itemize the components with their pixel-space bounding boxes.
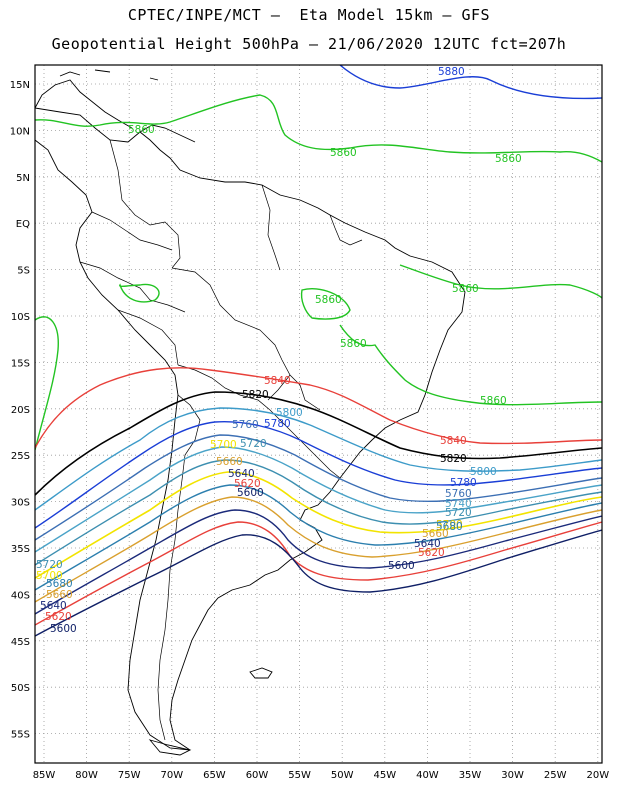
contour-5780 <box>35 420 602 529</box>
lat-tick-label: 35S <box>11 544 30 555</box>
label-5860-b: 5860 <box>330 147 357 159</box>
lon-tick-label: 45W <box>373 770 396 781</box>
label-5860-d: 5860 <box>315 294 342 306</box>
lat-tick-label: 5N <box>16 173 30 184</box>
contour-5860 <box>35 94 602 451</box>
lat-tick-label: 10N <box>10 126 30 137</box>
lon-tick-label: 40W <box>416 770 439 781</box>
lon-tick-label: 60W <box>246 770 269 781</box>
label-5700-b: 5700 <box>36 570 63 582</box>
label-5720-c: 5720 <box>36 559 63 571</box>
contour-5640 <box>35 509 602 615</box>
contour-5820 <box>35 391 602 496</box>
label-5860-e: 5860 <box>452 283 479 295</box>
label-5620-a: 5620 <box>234 478 261 490</box>
label-5840-b: 5840 <box>440 435 467 447</box>
contour-labels: 5880 5860 5860 5860 5860 5860 5860 5860 … <box>36 66 522 635</box>
lat-tick-label: 25S <box>11 451 30 462</box>
label-5760-a: 5760 <box>232 419 259 431</box>
lat-tick-label: 30S <box>11 498 30 509</box>
lon-tick-label: 75W <box>118 770 141 781</box>
lon-tick-label: 85W <box>33 770 56 781</box>
lon-tick-label: 35W <box>459 770 482 781</box>
label-5640-c: 5640 <box>414 538 441 550</box>
label-5860-c: 5860 <box>495 153 522 165</box>
contour-5840 <box>35 367 602 449</box>
contour-5660 <box>35 496 602 603</box>
label-5720-a: 5720 <box>240 438 267 450</box>
lat-tick-label: 10S <box>11 312 30 323</box>
label-5660-a: 5660 <box>216 456 243 468</box>
label-5760-b: 5760 <box>445 488 472 500</box>
lat-tick-label: 15S <box>11 358 30 369</box>
lon-tick-label: 55W <box>288 770 311 781</box>
latitude-axis: 15N 10N 5N EQ 5S 10S 15S 20S 25S 30S 35S 40S 45S 50S 5… <box>10 80 30 741</box>
label-5600-b: 5600 <box>50 623 77 635</box>
label-5820-a: 5820 <box>242 389 269 401</box>
title-line-2: Geopotential Height 500hPa – 21/06/2020 … <box>51 35 567 53</box>
lat-tick-label: 15N <box>10 80 30 91</box>
country-borders <box>79 139 363 741</box>
label-5700-c: 5700 <box>436 519 463 531</box>
lat-tick-label: 55S <box>11 730 30 741</box>
title-line-1: CPTEC/INPE/MCT – Eta Model 15km – GFS <box>127 6 491 24</box>
contour-5720 <box>35 459 602 566</box>
lat-tick-label: 20S <box>11 405 30 416</box>
map-frame <box>34 64 603 764</box>
lon-tick-label: 70W <box>160 770 183 781</box>
contour-5680 <box>35 484 602 591</box>
label-5600-c: 5600 <box>388 560 415 572</box>
label-5700-a: 5700 <box>210 439 237 451</box>
label-5640-a: 5640 <box>228 468 255 480</box>
lat-tick-label: 45S <box>11 637 30 648</box>
contour-5740 <box>35 446 602 553</box>
label-5860-a: 5860 <box>128 124 155 136</box>
label-5740: 5740 <box>445 498 472 510</box>
label-5660-b: 5660 <box>46 589 73 601</box>
lon-tick-label: 25W <box>544 770 567 781</box>
label-5680-a: 5680 <box>46 578 73 590</box>
coastline <box>35 69 466 756</box>
map-grid <box>35 65 602 763</box>
label-5600-a: 5600 <box>237 487 264 499</box>
label-5660-c: 5660 <box>422 528 449 540</box>
contour-5800 <box>35 407 602 511</box>
contour-5700 <box>35 471 602 579</box>
lon-tick-label: 20W <box>586 770 609 781</box>
label-5780-b: 5780 <box>450 477 477 489</box>
label-5880: 5880 <box>438 66 465 78</box>
lat-tick-label: 40S <box>11 590 30 601</box>
label-5860-g: 5860 <box>480 395 507 407</box>
lat-tick-label: 50S <box>11 683 30 694</box>
lat-tick-label: EQ <box>16 219 30 230</box>
label-5800-b: 5800 <box>470 466 497 478</box>
lon-tick-label: 30W <box>501 770 524 781</box>
label-5640-b: 5640 <box>40 600 67 612</box>
contour-5600 <box>35 529 602 637</box>
label-5800-a: 5800 <box>276 407 303 419</box>
label-5720-b: 5720 <box>445 507 472 519</box>
lat-tick-label: 5S <box>17 266 30 277</box>
label-5680-b: 5680 <box>436 521 463 533</box>
label-5860-f: 5860 <box>340 338 367 350</box>
label-5620-c: 5620 <box>418 547 445 559</box>
label-5840-a: 5840 <box>264 375 291 387</box>
lon-tick-label: 65W <box>203 770 226 781</box>
label-5780-a: 5780 <box>264 418 291 430</box>
lon-tick-label: 50W <box>331 770 354 781</box>
label-5620-b: 5620 <box>45 611 72 623</box>
lon-tick-label: 80W <box>75 770 98 781</box>
longitude-axis: 85W 80W 75W 70W 65W 60W 55W 50W 45W 40W 35W 30W 25W 2… <box>33 770 610 781</box>
contour-5760 <box>35 434 602 541</box>
label-5820-b: 5820 <box>440 453 467 465</box>
contour-5880 <box>339 65 602 100</box>
